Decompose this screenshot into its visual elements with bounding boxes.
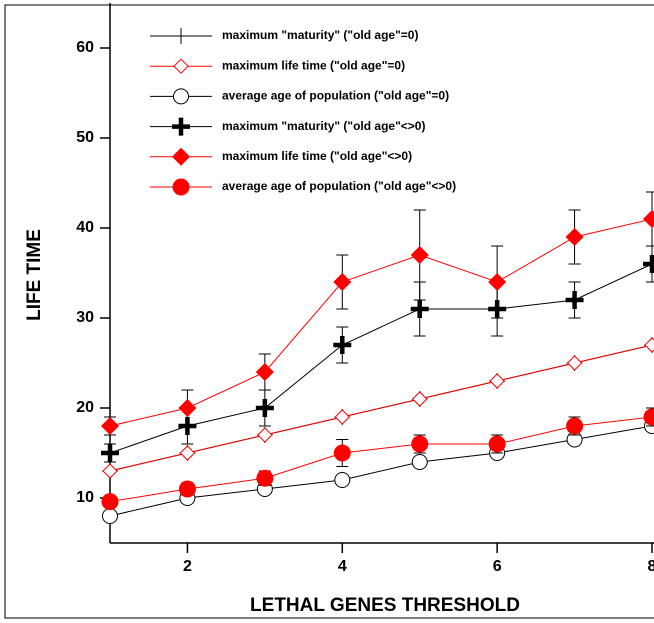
series-line — [109, 263, 653, 454]
marker — [412, 391, 428, 407]
x-axis-title: LETHAL GENES THRESHOLD — [250, 595, 520, 616]
marker — [566, 417, 584, 435]
series-line — [109, 218, 653, 427]
x-tick-label: 8 — [648, 558, 654, 575]
marker — [333, 336, 352, 354]
legend-marker — [173, 88, 189, 105]
legend-item: maximum "maturity" ("old age"=0) — [150, 28, 418, 44]
marker — [565, 291, 584, 309]
marker — [255, 363, 274, 381]
marker — [411, 435, 429, 453]
x-tick-label: 6 — [493, 558, 502, 575]
marker — [644, 337, 654, 353]
marker — [333, 273, 352, 291]
y-tick-label: 40 — [76, 219, 94, 236]
marker — [643, 210, 654, 228]
marker — [643, 408, 654, 426]
legend-item: maximum life time ("old age"<>0) — [150, 147, 412, 166]
series — [101, 191, 654, 436]
marker — [334, 472, 351, 488]
series — [102, 337, 654, 479]
series-line — [109, 344, 653, 472]
series — [101, 407, 654, 511]
legend-label: maximum life time ("old age"<>0) — [222, 149, 412, 163]
frame — [4, 4, 654, 619]
y-tick-label: 60 — [76, 39, 94, 56]
legend-label: maximum "maturity" ("old age"=0) — [222, 28, 418, 42]
marker — [410, 300, 429, 318]
series — [102, 418, 654, 524]
x-tick-label: 2 — [183, 558, 192, 575]
legend-item: maximum "maturity" ("old age"<>0) — [150, 117, 425, 136]
marker — [257, 427, 273, 443]
legend-marker — [173, 28, 189, 44]
legend-label: maximum "maturity" ("old age"<>0) — [222, 119, 425, 133]
series-line — [109, 425, 653, 517]
legend-item: average age of population ("old age"=0) — [150, 88, 449, 105]
marker — [255, 399, 274, 417]
legend-label: average age of population ("old age"<>0) — [222, 179, 456, 193]
marker — [488, 273, 507, 291]
marker — [102, 508, 118, 524]
series-line — [109, 416, 653, 503]
marker — [178, 399, 197, 417]
y-tick-label: 10 — [76, 489, 94, 506]
marker — [488, 435, 506, 453]
marker — [178, 480, 196, 498]
y-tick-label: 20 — [76, 399, 94, 416]
legend-marker — [172, 117, 190, 136]
legend-label: maximum life time ("old age"=0) — [222, 58, 405, 72]
marker — [334, 409, 350, 425]
marker — [566, 355, 583, 371]
marker — [102, 463, 118, 479]
marker — [101, 444, 119, 462]
y-axis-title: LIFE TIME — [24, 229, 45, 321]
marker — [643, 255, 654, 273]
marker — [565, 228, 584, 246]
x-tick-label: 4 — [338, 558, 347, 575]
legend-marker — [173, 58, 189, 74]
legend-marker — [172, 147, 190, 166]
marker — [411, 454, 428, 470]
marker — [179, 445, 196, 461]
legend-label: average age of population ("old age"=0) — [222, 89, 449, 103]
legend-item: average age of population ("old age"<>0) — [150, 178, 456, 196]
marker — [410, 246, 429, 264]
marker — [101, 417, 119, 435]
y-tick-label: 50 — [76, 129, 94, 146]
legend-item: maximum life time ("old age"=0) — [150, 58, 405, 74]
marker — [256, 469, 274, 487]
marker — [489, 373, 505, 389]
y-tick-label: 30 — [76, 309, 94, 326]
marker — [333, 444, 351, 462]
legend-marker — [172, 178, 190, 196]
marker — [101, 493, 119, 511]
